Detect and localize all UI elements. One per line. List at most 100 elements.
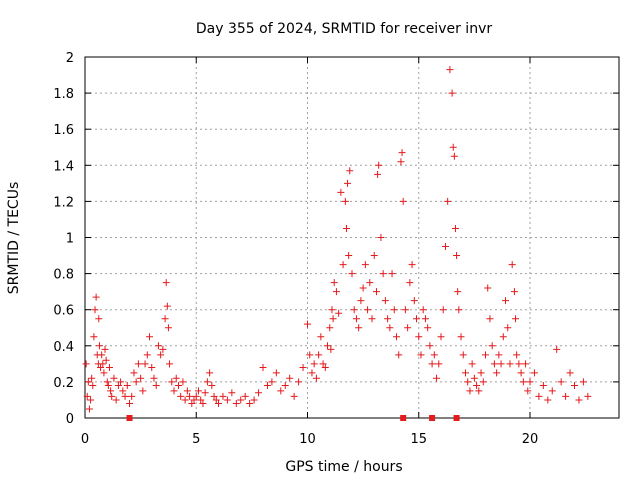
baseline-point <box>429 415 436 421</box>
x-tick-label: 15 <box>410 432 427 447</box>
data-point <box>464 378 472 386</box>
data-point <box>263 382 271 390</box>
data-point <box>399 197 407 205</box>
data-point <box>437 333 445 341</box>
data-point <box>141 360 149 368</box>
y-tick-label: 0.8 <box>53 268 74 283</box>
data-point <box>312 374 320 382</box>
y-tick-label: 1 <box>66 232 74 247</box>
data-point <box>457 333 465 341</box>
data-point <box>484 284 492 292</box>
data-point <box>535 392 543 400</box>
data-point <box>102 356 110 364</box>
data-point <box>119 387 127 395</box>
data-point <box>255 389 263 397</box>
y-tick-label: 1.6 <box>53 123 74 138</box>
data-point <box>212 396 220 404</box>
data-point <box>461 369 469 377</box>
data-point <box>495 351 503 359</box>
data-point <box>328 306 336 314</box>
data-point <box>386 324 394 332</box>
data-point <box>237 396 245 404</box>
data-point <box>87 396 95 404</box>
data-point <box>295 378 303 386</box>
data-point <box>397 158 405 166</box>
data-point <box>101 345 109 353</box>
data-point <box>137 374 145 382</box>
data-point <box>428 360 436 368</box>
data-point <box>139 387 147 395</box>
data-point <box>172 374 180 382</box>
data-point <box>219 392 227 400</box>
y-axis-title: SRMTID / TECUs <box>6 182 22 295</box>
data-point <box>183 387 191 395</box>
data-point <box>430 351 438 359</box>
x-tick-label: 5 <box>192 432 200 447</box>
data-point <box>395 351 403 359</box>
data-point <box>497 360 505 368</box>
data-point <box>355 324 363 332</box>
data-points <box>82 66 592 413</box>
data-point <box>98 351 106 359</box>
data-point <box>310 360 318 368</box>
data-point <box>192 392 200 400</box>
data-point <box>350 306 358 314</box>
data-point <box>415 333 423 341</box>
data-point <box>168 378 176 386</box>
data-point <box>390 306 398 314</box>
data-point <box>329 315 337 323</box>
data-point <box>450 152 458 160</box>
data-point <box>166 360 174 368</box>
baseline-point <box>400 415 407 421</box>
y-tick-label: 0.2 <box>53 376 74 391</box>
x-tick-label: 20 <box>522 432 539 447</box>
data-point <box>571 382 578 390</box>
data-point <box>117 378 125 386</box>
data-point <box>375 161 383 169</box>
data-point <box>97 363 105 371</box>
data-point <box>449 143 457 151</box>
chart-title: Day 355 of 2024, SRMTID for receiver inv… <box>196 21 492 37</box>
data-point <box>100 369 108 377</box>
data-point <box>210 392 218 400</box>
data-point <box>321 363 329 371</box>
data-point <box>413 315 421 323</box>
data-point <box>346 167 354 175</box>
data-point <box>114 382 122 390</box>
data-point <box>424 324 432 332</box>
data-point <box>159 345 167 353</box>
data-point <box>502 297 510 305</box>
data-point <box>357 297 365 305</box>
baseline-point <box>453 415 460 421</box>
data-point <box>448 89 456 97</box>
data-point <box>352 315 360 323</box>
data-point <box>190 396 198 404</box>
data-point <box>105 363 113 371</box>
data-point <box>246 400 254 408</box>
data-point <box>223 396 231 404</box>
data-point <box>112 396 120 404</box>
data-point <box>308 369 316 377</box>
data-point <box>486 315 494 323</box>
data-point <box>170 387 178 395</box>
data-point <box>393 333 400 341</box>
data-point <box>579 378 587 386</box>
data-point <box>95 342 103 350</box>
data-point <box>421 315 429 323</box>
data-point <box>435 360 443 368</box>
data-point <box>91 306 99 314</box>
data-point <box>228 389 236 397</box>
data-point <box>299 363 307 371</box>
data-point <box>83 392 91 400</box>
data-point <box>215 400 222 408</box>
data-point <box>374 170 382 178</box>
data-point <box>154 342 162 350</box>
y-tick-label: 0.4 <box>53 340 74 355</box>
data-point <box>268 378 276 386</box>
data-point <box>444 197 452 205</box>
data-point <box>163 302 171 310</box>
data-point <box>488 342 496 350</box>
y-tick-label: 0.6 <box>53 304 74 319</box>
data-point <box>107 387 115 395</box>
data-point <box>408 261 416 269</box>
